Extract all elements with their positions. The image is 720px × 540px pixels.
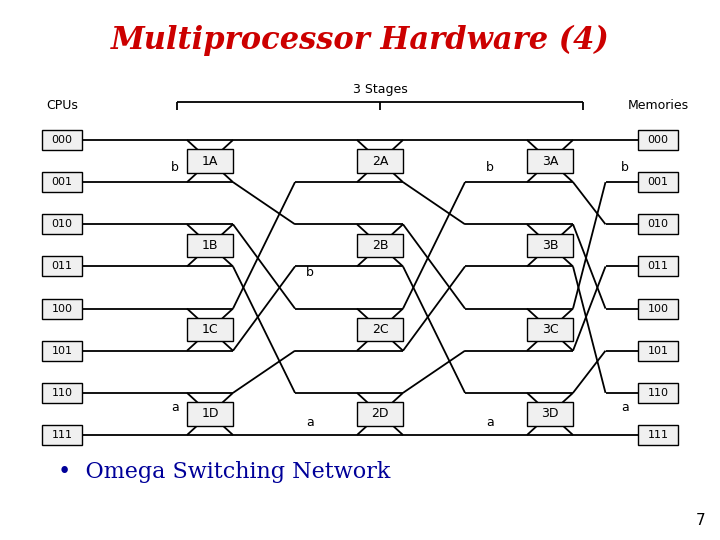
FancyBboxPatch shape bbox=[638, 299, 678, 319]
FancyBboxPatch shape bbox=[42, 383, 82, 403]
FancyBboxPatch shape bbox=[42, 172, 82, 192]
FancyBboxPatch shape bbox=[357, 234, 403, 257]
Text: 101: 101 bbox=[647, 346, 668, 356]
Text: •  Omega Switching Network: • Omega Switching Network bbox=[58, 461, 390, 483]
FancyBboxPatch shape bbox=[527, 402, 573, 426]
FancyBboxPatch shape bbox=[638, 172, 678, 192]
Text: 000: 000 bbox=[647, 135, 668, 145]
FancyBboxPatch shape bbox=[527, 234, 573, 257]
Text: 110: 110 bbox=[52, 388, 73, 398]
Text: Multiprocessor Hardware (4): Multiprocessor Hardware (4) bbox=[111, 24, 609, 56]
FancyBboxPatch shape bbox=[357, 402, 403, 426]
Text: a: a bbox=[621, 401, 629, 414]
FancyBboxPatch shape bbox=[638, 341, 678, 361]
Text: a: a bbox=[486, 416, 494, 429]
FancyBboxPatch shape bbox=[187, 150, 233, 173]
Text: 2D: 2D bbox=[372, 407, 389, 421]
Text: 010: 010 bbox=[647, 219, 668, 230]
Text: 011: 011 bbox=[52, 261, 73, 272]
Text: 7: 7 bbox=[696, 513, 705, 528]
Text: 3A: 3A bbox=[542, 154, 558, 167]
Text: 011: 011 bbox=[647, 261, 668, 272]
Text: a: a bbox=[306, 416, 314, 429]
FancyBboxPatch shape bbox=[42, 214, 82, 234]
FancyBboxPatch shape bbox=[638, 214, 678, 234]
Text: b: b bbox=[306, 267, 314, 280]
Text: 111: 111 bbox=[52, 430, 73, 440]
FancyBboxPatch shape bbox=[187, 234, 233, 257]
Text: 3B: 3B bbox=[541, 239, 558, 252]
FancyBboxPatch shape bbox=[527, 318, 573, 341]
Text: 100: 100 bbox=[52, 303, 73, 314]
Text: 1D: 1D bbox=[202, 407, 219, 421]
Text: 110: 110 bbox=[647, 388, 668, 398]
Text: 010: 010 bbox=[52, 219, 73, 230]
Text: Memories: Memories bbox=[627, 99, 688, 112]
Text: 000: 000 bbox=[52, 135, 73, 145]
Text: 3 Stages: 3 Stages bbox=[353, 83, 408, 96]
FancyBboxPatch shape bbox=[638, 425, 678, 445]
Text: 2C: 2C bbox=[372, 323, 388, 336]
Text: 2A: 2A bbox=[372, 154, 388, 167]
Text: 101: 101 bbox=[52, 346, 73, 356]
FancyBboxPatch shape bbox=[527, 150, 573, 173]
FancyBboxPatch shape bbox=[357, 150, 403, 173]
Text: 100: 100 bbox=[647, 303, 668, 314]
Text: b: b bbox=[486, 161, 494, 174]
FancyBboxPatch shape bbox=[187, 402, 233, 426]
Text: 111: 111 bbox=[647, 430, 668, 440]
FancyBboxPatch shape bbox=[357, 318, 403, 341]
FancyBboxPatch shape bbox=[638, 383, 678, 403]
FancyBboxPatch shape bbox=[187, 318, 233, 341]
FancyBboxPatch shape bbox=[42, 425, 82, 445]
FancyBboxPatch shape bbox=[638, 256, 678, 276]
FancyBboxPatch shape bbox=[42, 341, 82, 361]
FancyBboxPatch shape bbox=[42, 256, 82, 276]
FancyBboxPatch shape bbox=[42, 299, 82, 319]
FancyBboxPatch shape bbox=[638, 130, 678, 150]
Text: 3D: 3D bbox=[541, 407, 559, 421]
Text: 1A: 1A bbox=[202, 154, 218, 167]
Text: b: b bbox=[171, 161, 179, 174]
Text: 1B: 1B bbox=[202, 239, 218, 252]
FancyBboxPatch shape bbox=[42, 130, 82, 150]
Text: b: b bbox=[621, 161, 629, 174]
Text: 001: 001 bbox=[647, 177, 668, 187]
Text: 001: 001 bbox=[52, 177, 73, 187]
Text: 2B: 2B bbox=[372, 239, 388, 252]
Text: 1C: 1C bbox=[202, 323, 218, 336]
Text: a: a bbox=[171, 401, 179, 414]
Text: CPUs: CPUs bbox=[46, 99, 78, 112]
Text: 3C: 3C bbox=[541, 323, 558, 336]
